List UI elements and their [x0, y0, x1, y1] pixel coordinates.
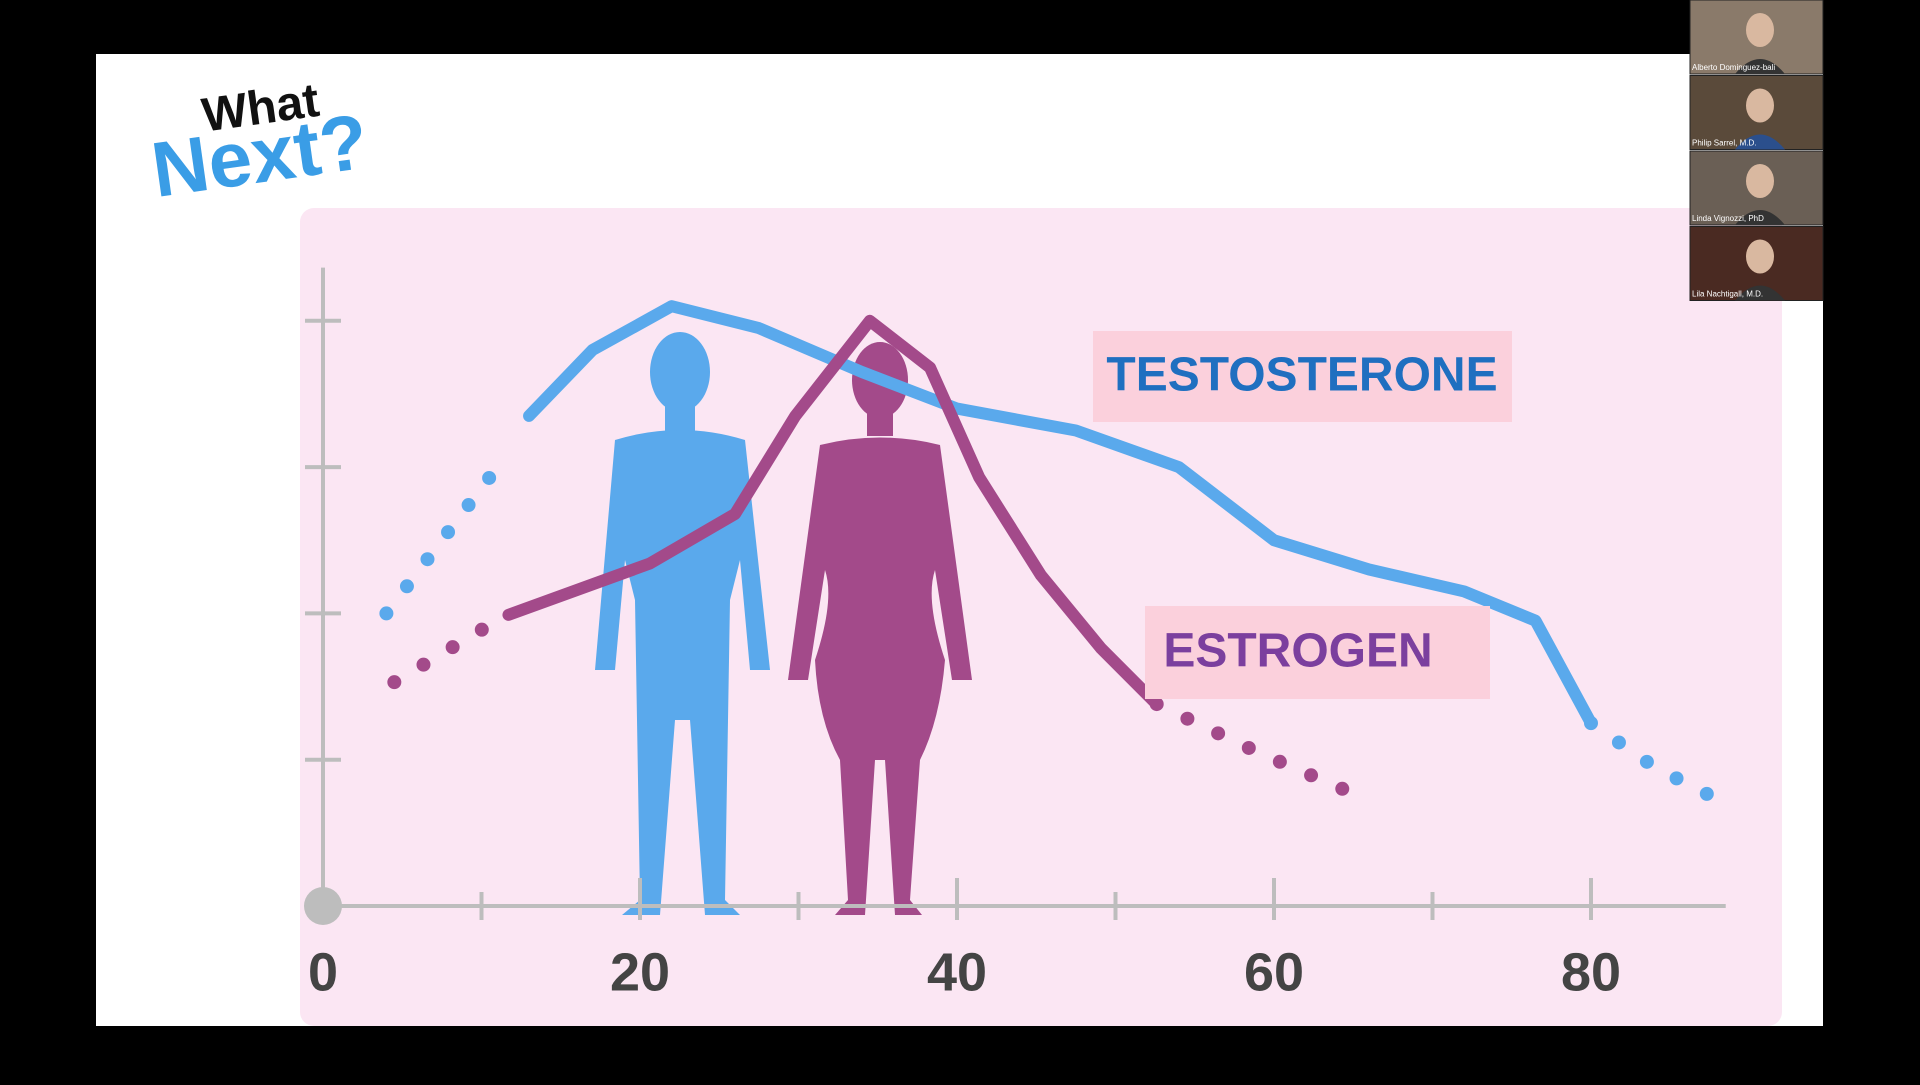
participants: Alberto Dominguez-bali Philip Sarrel, M.D…	[1689, 0, 1824, 301]
series-line	[379, 460, 505, 621]
participant-name: Linda Vignozzi, PhD	[1692, 214, 1764, 223]
x-tick-label: 20	[610, 942, 670, 1002]
label-box	[1093, 331, 1512, 422]
x-tick-label: 0	[308, 942, 338, 1002]
participant-name: Philip Sarrel, M.D.	[1692, 139, 1756, 148]
series-line	[1584, 716, 1733, 811]
participant-name: Lila Nachtigall, M.D.	[1692, 290, 1763, 299]
series-line	[502, 314, 1163, 711]
avatar-body	[1735, 134, 1785, 150]
chart-bg	[300, 208, 1782, 1026]
x-tick-label: 80	[1561, 942, 1621, 1002]
x-tick-label: 40	[927, 942, 987, 1002]
avatar-head	[1746, 13, 1774, 47]
x-tick-label: 60	[1244, 942, 1304, 1002]
male-figure	[595, 332, 770, 915]
series-label: TESTOSTERONE	[1106, 349, 1497, 402]
series-line	[1149, 697, 1367, 804]
origin	[304, 887, 342, 925]
series-line	[523, 300, 1597, 730]
avatar-head	[1746, 164, 1774, 198]
silhouettes	[595, 332, 972, 915]
label-box	[1145, 606, 1490, 699]
series-label: ESTROGEN	[1163, 625, 1432, 678]
avatar-body	[1735, 210, 1785, 225]
avatar-body	[1735, 285, 1785, 301]
chart: 0 20 40 60 80	[304, 267, 1733, 1002]
avatar-body	[1735, 59, 1785, 74]
avatar-head	[1746, 239, 1774, 274]
avatar-head	[1746, 88, 1774, 123]
participant-name: Alberto Dominguez-bali	[1692, 63, 1775, 72]
